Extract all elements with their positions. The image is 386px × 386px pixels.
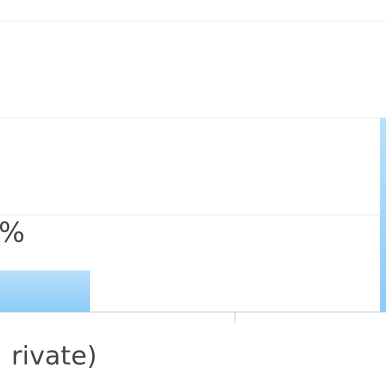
x-tick-label: rivate) <box>11 342 97 372</box>
value-label: % <box>0 215 25 248</box>
bar <box>380 118 386 312</box>
bar <box>0 270 90 312</box>
